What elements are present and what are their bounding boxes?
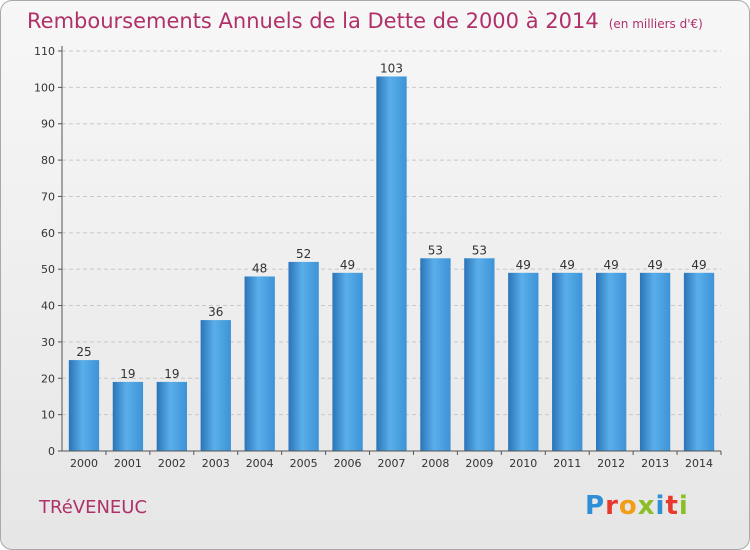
chart-title-text: Remboursements Annuels de la Dette de 20… bbox=[27, 9, 599, 33]
bar bbox=[639, 272, 671, 451]
data-label: 49 bbox=[340, 258, 355, 272]
y-tick-label: 110 bbox=[34, 45, 55, 58]
y-tick-label: 50 bbox=[41, 263, 55, 276]
proxiti-logo: Proxiti bbox=[585, 491, 689, 521]
x-tick-label: 2013 bbox=[641, 457, 669, 470]
x-tick-label: 2012 bbox=[597, 457, 625, 470]
logo-letter: P bbox=[585, 491, 606, 521]
x-tick-label: 2003 bbox=[202, 457, 230, 470]
data-label: 52 bbox=[296, 247, 311, 261]
logo-letter: i bbox=[655, 491, 666, 521]
data-label: 48 bbox=[252, 261, 267, 275]
data-label: 103 bbox=[380, 61, 403, 75]
bar-layer bbox=[68, 76, 715, 452]
x-tick-label: 2002 bbox=[158, 457, 186, 470]
axis-layer: 0 10 20 30 40 50 60 70 80 90 100 110 2000 2001 2002 200… bbox=[34, 45, 722, 470]
bar bbox=[332, 272, 363, 451]
data-label: 53 bbox=[428, 243, 443, 257]
y-tick-label: 40 bbox=[41, 300, 55, 313]
data-label: 49 bbox=[516, 258, 531, 272]
data-label: 49 bbox=[560, 258, 575, 272]
bar bbox=[508, 272, 539, 451]
logo-letter: r bbox=[605, 491, 619, 521]
data-label: 53 bbox=[472, 243, 487, 257]
y-tick-label: 60 bbox=[41, 227, 55, 240]
x-tick-label: 2014 bbox=[685, 457, 713, 470]
x-tick-label: 2009 bbox=[465, 457, 493, 470]
y-tick-label: 90 bbox=[41, 118, 55, 131]
x-tick-label: 2004 bbox=[246, 457, 274, 470]
bar bbox=[596, 272, 627, 451]
bar bbox=[552, 272, 583, 451]
y-tick-label: 10 bbox=[41, 409, 55, 422]
bar bbox=[683, 272, 715, 451]
bar bbox=[464, 258, 495, 451]
x-tick-label: 2005 bbox=[290, 457, 318, 470]
x-tick-label: 2010 bbox=[509, 457, 537, 470]
data-label: 49 bbox=[604, 258, 619, 272]
bar bbox=[420, 258, 451, 451]
x-tick-label: 2000 bbox=[70, 457, 98, 470]
x-tick-label: 2001 bbox=[114, 457, 142, 470]
x-tick-label: 2008 bbox=[421, 457, 449, 470]
y-tick-label: 0 bbox=[48, 445, 55, 458]
bar bbox=[200, 320, 231, 451]
bar-chart: 0 10 20 30 40 50 60 70 80 90 100 110 2000 2001 2002 200… bbox=[34, 45, 722, 470]
logo-letter: t bbox=[665, 491, 679, 521]
data-label: 49 bbox=[691, 258, 706, 272]
bar bbox=[68, 360, 100, 451]
data-label: 49 bbox=[647, 258, 662, 272]
logo-letter: o bbox=[618, 491, 638, 521]
x-tick-label: 2007 bbox=[378, 457, 406, 470]
logo-letter: i bbox=[678, 491, 689, 521]
y-tick-label: 30 bbox=[41, 336, 55, 349]
chart-title: Remboursements Annuels de la Dette de 20… bbox=[27, 9, 703, 33]
data-label: 19 bbox=[120, 367, 135, 381]
y-tick-label: 20 bbox=[41, 372, 55, 385]
chart-unit: (en milliers d'€) bbox=[608, 17, 703, 31]
data-label: 19 bbox=[164, 367, 179, 381]
bar bbox=[376, 76, 407, 452]
data-label: 36 bbox=[208, 305, 223, 319]
y-tick-label: 80 bbox=[41, 154, 55, 167]
bar bbox=[112, 381, 144, 451]
y-tick-label: 100 bbox=[34, 81, 55, 94]
bar bbox=[156, 381, 187, 451]
data-label: 25 bbox=[76, 345, 91, 359]
x-tick-label: 2006 bbox=[334, 457, 362, 470]
x-tick-label: 2011 bbox=[553, 457, 581, 470]
y-tick-label: 70 bbox=[41, 190, 55, 203]
commune-name: TRéVENEUC bbox=[39, 497, 148, 518]
bar bbox=[244, 276, 275, 451]
bar bbox=[288, 261, 319, 451]
label-layer: 25 19 19 36 48 52 49 103 53 53 49 49 49 49 49 bbox=[76, 61, 706, 380]
logo-letter: x bbox=[637, 491, 656, 521]
